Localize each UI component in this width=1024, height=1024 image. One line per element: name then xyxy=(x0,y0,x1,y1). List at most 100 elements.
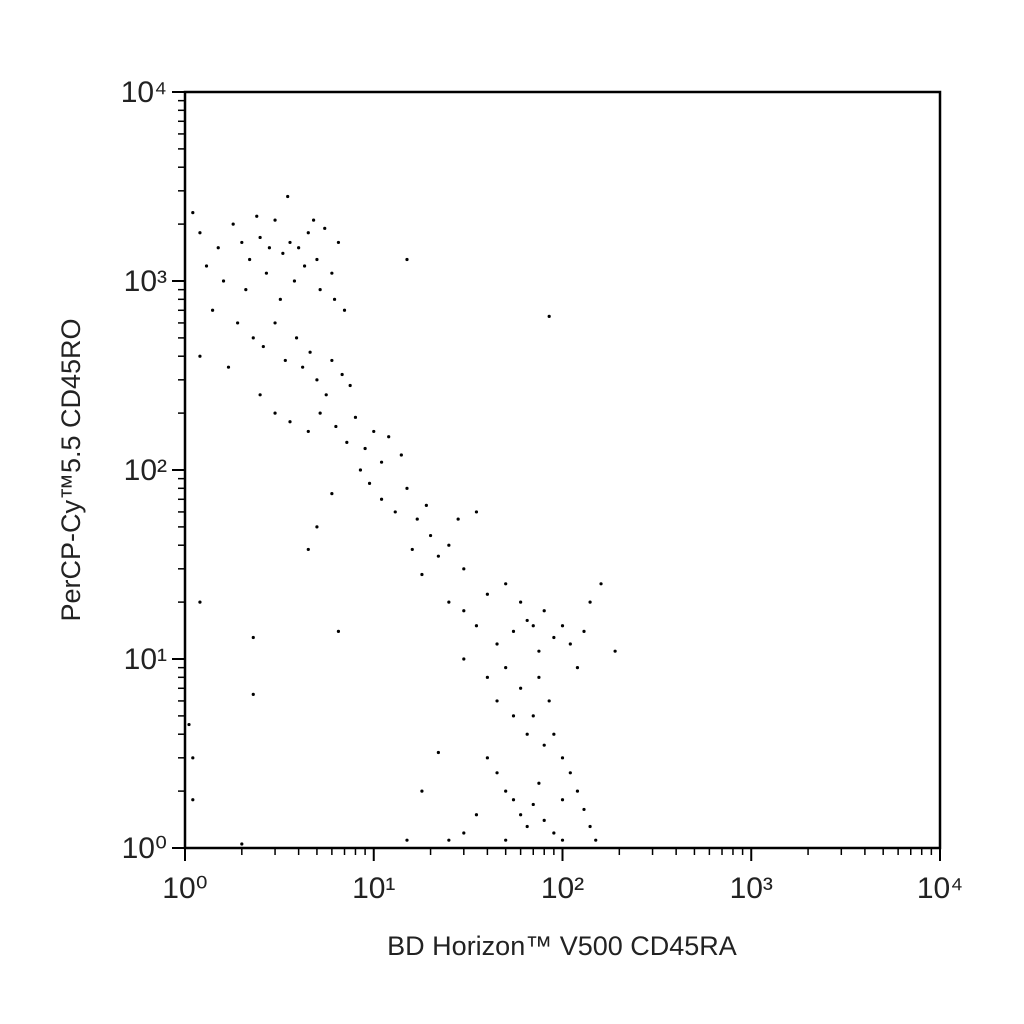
data-point xyxy=(301,365,305,369)
data-point xyxy=(258,393,262,397)
data-point xyxy=(420,789,424,793)
data-point xyxy=(613,649,617,653)
data-point xyxy=(236,321,240,325)
data-point xyxy=(525,824,529,829)
data-point xyxy=(511,629,516,633)
data-point xyxy=(318,288,322,292)
data-point xyxy=(582,629,586,633)
data-point xyxy=(198,600,202,604)
data-point xyxy=(542,609,546,613)
data-point xyxy=(560,838,565,842)
data-point xyxy=(424,503,428,507)
data-point xyxy=(456,517,460,521)
data-point xyxy=(363,446,367,451)
data-point xyxy=(531,714,535,718)
data-point xyxy=(542,743,546,747)
data-point xyxy=(240,240,244,245)
y-axis-title: PerCP-Cy™5.5 CD45RO xyxy=(56,318,86,621)
data-point xyxy=(560,756,565,760)
data-point xyxy=(519,600,523,604)
data-point xyxy=(379,460,384,464)
y-tick-label: 10⁰ xyxy=(122,832,167,865)
data-point xyxy=(191,756,195,760)
data-point xyxy=(251,336,255,340)
data-point xyxy=(428,533,433,538)
data-point xyxy=(288,240,292,245)
data-point xyxy=(462,609,466,613)
data-point xyxy=(511,798,516,802)
data-point xyxy=(485,675,489,679)
data-point xyxy=(474,813,479,817)
data-point xyxy=(415,517,419,521)
data-point xyxy=(474,510,479,514)
data-point xyxy=(560,624,565,628)
data-point xyxy=(504,666,508,670)
data-point xyxy=(264,271,269,275)
data-point xyxy=(198,354,202,358)
data-point xyxy=(485,592,489,596)
data-point xyxy=(311,218,316,222)
data-point xyxy=(410,547,414,552)
data-point xyxy=(519,686,523,690)
data-point xyxy=(191,211,195,215)
data-point xyxy=(525,618,529,623)
data-point xyxy=(495,642,499,646)
data-point xyxy=(330,358,334,363)
data-point xyxy=(495,699,499,703)
plot-frame xyxy=(183,90,942,850)
data-point xyxy=(273,321,277,325)
data-point xyxy=(187,722,191,727)
data-point xyxy=(324,393,328,397)
data-point xyxy=(332,297,337,301)
data-point xyxy=(251,635,255,640)
data-point xyxy=(258,235,262,240)
data-point xyxy=(495,771,499,775)
data-point xyxy=(537,781,541,785)
y-tick-label: 10¹ xyxy=(124,643,167,676)
data-point xyxy=(248,257,252,262)
x-tick-label: 10¹ xyxy=(352,872,395,905)
data-point xyxy=(348,383,352,388)
data-point xyxy=(334,424,338,429)
data-point xyxy=(342,308,347,312)
data-point xyxy=(294,336,299,340)
data-point xyxy=(588,824,592,829)
data-point xyxy=(379,497,384,501)
data-point xyxy=(336,629,341,633)
data-point xyxy=(387,435,391,439)
data-point xyxy=(575,666,580,670)
data-point xyxy=(292,279,297,283)
data-point xyxy=(599,582,603,586)
data-point xyxy=(552,635,556,640)
data-point xyxy=(485,756,489,760)
data-point xyxy=(504,789,508,793)
data-point xyxy=(594,838,598,842)
data-point xyxy=(273,411,277,415)
x-axis-title: BD Horizon™ V500 CD45RA xyxy=(387,931,737,961)
data-point xyxy=(251,692,255,696)
data-point xyxy=(462,567,466,571)
data-point xyxy=(315,257,319,262)
data-point xyxy=(537,649,541,653)
data-point xyxy=(306,429,310,434)
data-point xyxy=(367,481,372,485)
data-point xyxy=(531,624,535,628)
data-point xyxy=(336,240,341,245)
data-point xyxy=(420,572,424,577)
data-point xyxy=(216,246,220,250)
data-point xyxy=(582,807,586,812)
data-point xyxy=(436,554,440,558)
data-point xyxy=(372,429,376,434)
y-tick-label: 10³ xyxy=(124,265,167,298)
data-point xyxy=(560,798,565,802)
data-point xyxy=(273,218,277,222)
data-point xyxy=(436,750,440,755)
data-point xyxy=(308,350,312,354)
data-point xyxy=(226,365,231,369)
data-point xyxy=(240,842,244,846)
data-point xyxy=(588,600,592,604)
data-point xyxy=(568,642,572,646)
data-point xyxy=(267,246,272,250)
data-point xyxy=(393,510,397,514)
